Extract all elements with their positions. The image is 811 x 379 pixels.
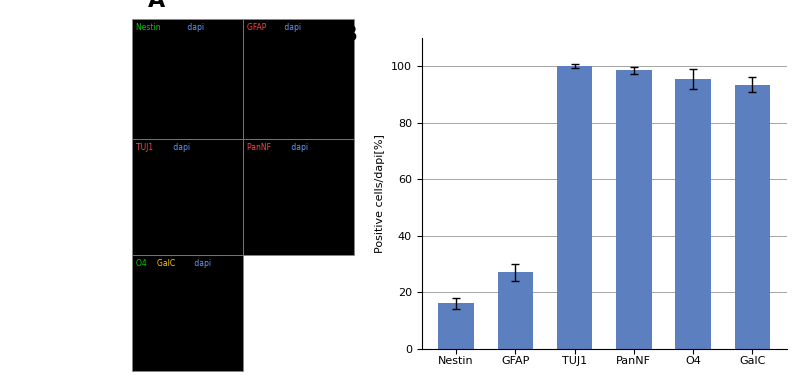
Bar [438, 304, 474, 349]
Bar [132, 139, 243, 255]
Bar [616, 70, 651, 349]
Bar [132, 19, 243, 139]
Bar [132, 255, 243, 371]
Text: dapi: dapi [185, 23, 204, 32]
Text: dapi: dapi [171, 143, 191, 152]
Text: dapi: dapi [192, 259, 212, 268]
Bar [243, 19, 354, 139]
Y-axis label: Positive cells/dapi[%]: Positive cells/dapi[%] [375, 134, 385, 253]
Bar [557, 66, 592, 349]
Text: dapi: dapi [282, 23, 302, 32]
Bar [243, 139, 354, 255]
Text: O4: O4 [136, 259, 149, 268]
Text: PanNF: PanNF [247, 143, 273, 152]
Text: dapi: dapi [290, 143, 308, 152]
Text: A: A [148, 0, 165, 11]
Text: Nestin: Nestin [136, 23, 163, 32]
Text: GFAP: GFAP [247, 23, 269, 32]
Bar [498, 273, 533, 349]
Bar [735, 85, 770, 349]
Text: B: B [341, 25, 358, 45]
Bar [676, 79, 710, 349]
Text: GalC: GalC [157, 259, 178, 268]
Text: TUJ1: TUJ1 [136, 143, 156, 152]
